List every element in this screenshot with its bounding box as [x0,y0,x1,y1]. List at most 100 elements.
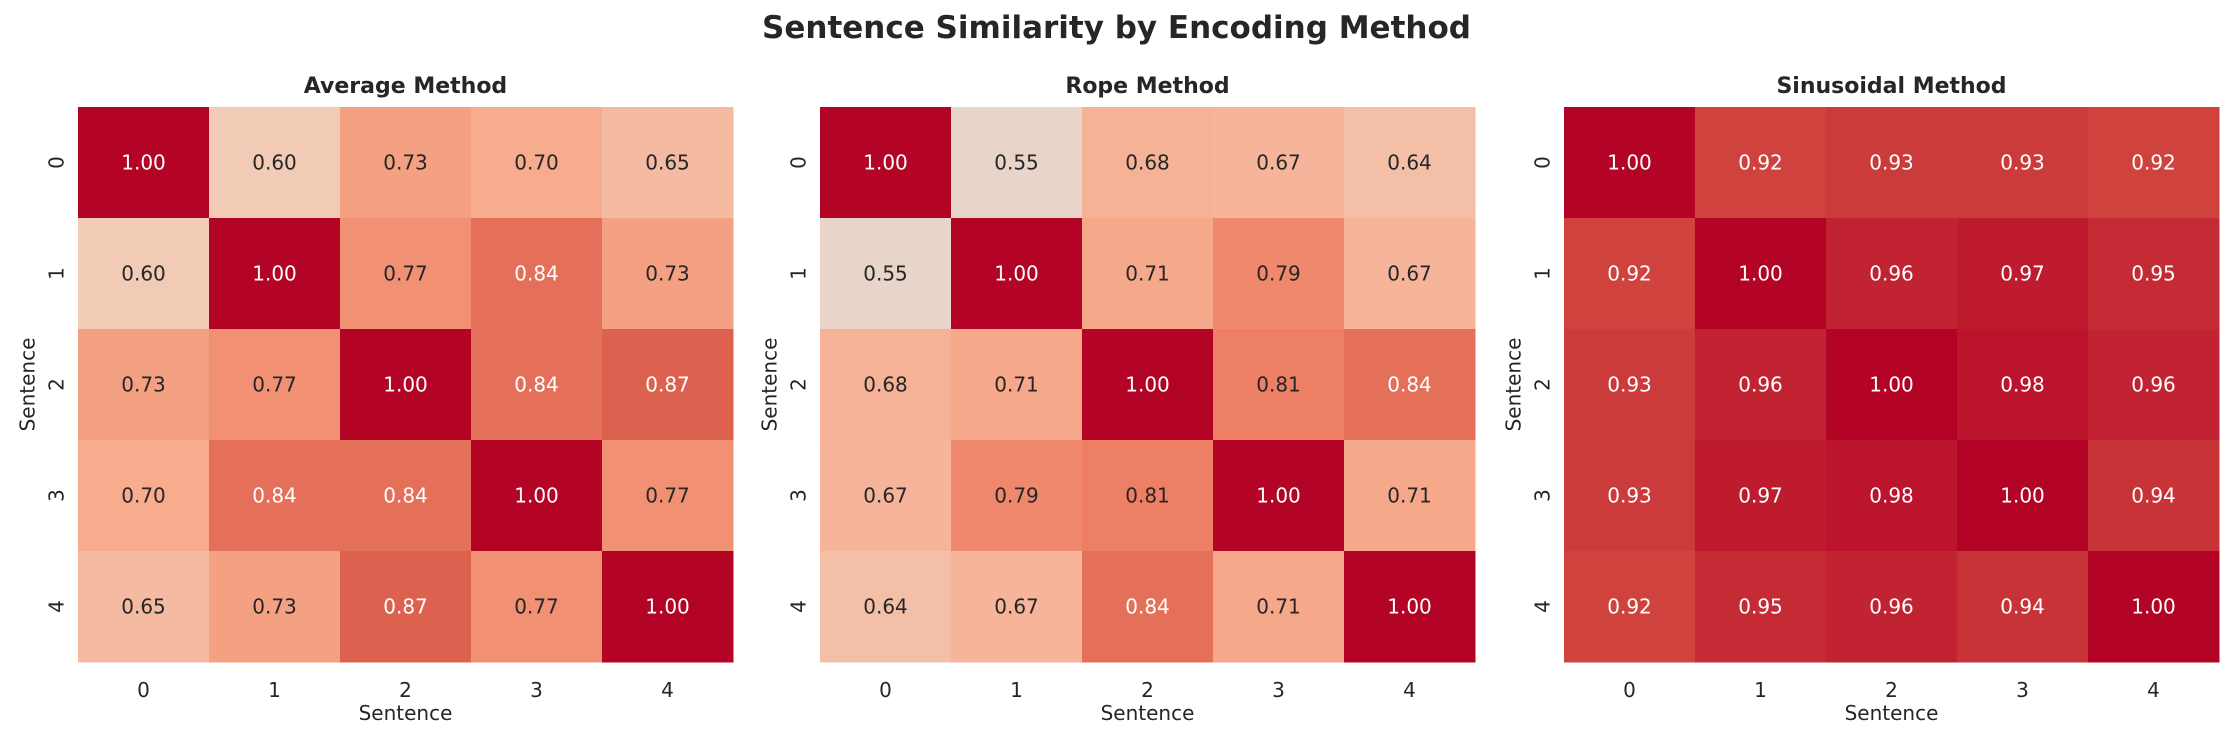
cell-label-3-4: 0.94 [2131,484,2176,508]
cell-label-4-2: 0.84 [1125,595,1170,619]
x-tick-label: 1 [1010,678,1023,702]
x-tick-label: 4 [2147,678,2160,702]
heatmap-cell-4-3 [1957,551,2089,663]
cell-label-3-4: 0.77 [645,484,690,508]
cell-label-3-0: 0.93 [1607,484,1652,508]
x-axis-label: Sentence [1845,701,1939,725]
heatmap-cell-2-4 [1344,329,1476,441]
cell-label-0-0: 1.00 [121,151,166,175]
heatmap-cell-3-0 [1564,440,1696,552]
cell-label-2-2: 1.00 [1125,373,1170,397]
cell-label-0-3: 0.70 [514,151,559,175]
heatmap-panel-0: Average Method 1.00 0.60 0.73 0.70 0.65 0.60 1.… [16,74,734,725]
figure-title: Sentence Similarity by Encoding Method [762,10,1471,46]
heatmap-cell-4-1 [951,551,1083,663]
x-tick-label: 1 [268,678,281,702]
heatmap-cell-4-3 [1213,551,1345,663]
cell-label-0-2: 0.68 [1125,151,1170,175]
y-tick-label: 3 [787,489,811,502]
cell-label-1-1: 1.00 [1738,262,1783,286]
cell-label-2-0: 0.93 [1607,373,1652,397]
cell-label-2-4: 0.87 [645,373,690,397]
cell-label-3-3: 1.00 [1256,484,1301,508]
cell-label-4-0: 0.64 [863,595,908,619]
y-tick-label: 3 [1531,489,1555,502]
cell-label-0-3: 0.93 [2000,151,2045,175]
cell-label-4-3: 0.77 [514,595,559,619]
y-tick-label: 3 [45,489,69,502]
cell-label-2-3: 0.84 [514,373,559,397]
cell-label-1-2: 0.96 [1869,262,1914,286]
cell-label-0-4: 0.64 [1387,151,1432,175]
cell-label-4-1: 0.95 [1738,595,1783,619]
x-tick-label: 1 [1754,678,1767,702]
heatmap-cell-4-2 [340,551,472,663]
cell-label-3-0: 0.67 [863,484,908,508]
y-axis-label: Sentence [1502,338,1526,432]
heatmap-cell-2-3 [471,329,603,441]
cell-label-1-4: 0.95 [2131,262,2176,286]
cell-label-4-2: 0.87 [383,595,428,619]
heatmap-cell-4-4 [2088,551,2220,663]
heatmap-cell-2-2 [1826,329,1958,441]
cell-label-1-4: 0.67 [1387,262,1432,286]
heatmap-panel-2: Sinusoidal Method 1.00 0.92 0.93 0.93 0.92 0.9… [1502,74,2220,725]
heatmap-cell-2-2 [1082,329,1214,441]
heatmap-cell-1-0 [1564,218,1696,330]
cell-label-2-4: 0.84 [1387,373,1432,397]
heatmap-cell-3-0 [78,440,210,552]
y-tick-label: 2 [787,378,811,391]
heatmap-cell-0-4 [602,107,734,219]
cell-label-1-0: 0.60 [121,262,166,286]
cell-label-1-2: 0.71 [1125,262,1170,286]
heatmap-cell-4-1 [209,551,341,663]
heatmap-cell-4-0 [78,551,210,663]
heatmap-cell-3-2 [1082,440,1214,552]
subplot-title: Rope Method [1065,74,1229,99]
cell-label-1-4: 0.73 [645,262,690,286]
cell-label-4-1: 0.67 [994,595,1039,619]
y-tick-label: 0 [45,156,69,169]
cell-label-1-3: 0.97 [2000,262,2045,286]
cell-label-2-2: 1.00 [383,373,428,397]
cell-label-0-2: 0.73 [383,151,428,175]
x-tick-label: 4 [1403,678,1416,702]
heatmap-cell-2-1 [209,329,341,441]
heatmap-cell-1-3 [471,218,603,330]
y-tick-label: 1 [787,267,811,280]
heatmap-cell-1-1 [951,218,1083,330]
heatmap-cell-2-0 [78,329,210,441]
cell-label-1-0: 0.92 [1607,262,1652,286]
heatmap-cell-3-3 [471,440,603,552]
cell-label-1-0: 0.55 [863,262,908,286]
heatmap-cell-1-4 [602,218,734,330]
y-tick-label: 1 [1531,267,1555,280]
subplot-title: Sinusoidal Method [1776,74,2006,99]
cell-label-4-0: 0.92 [1607,595,1652,619]
y-tick-label: 0 [1531,156,1555,169]
heatmap-cell-2-1 [951,329,1083,441]
heatmap-cell-3-1 [951,440,1083,552]
cell-label-3-1: 0.97 [1738,484,1783,508]
heatmap-cell-2-3 [1957,329,2089,441]
heatmap-cell-1-4 [1344,218,1476,330]
cell-label-1-2: 0.77 [383,262,428,286]
heatmap-cell-4-0 [820,551,952,663]
cell-label-4-3: 0.94 [2000,595,2045,619]
cell-label-4-3: 0.71 [1256,595,1301,619]
x-tick-label: 0 [137,678,150,702]
heatmap-cell-4-1 [1695,551,1827,663]
cell-label-0-3: 0.67 [1256,151,1301,175]
cell-label-2-1: 0.96 [1738,373,1783,397]
heatmap-cell-3-2 [1826,440,1958,552]
y-tick-label: 4 [787,600,811,613]
x-tick-label: 3 [530,678,543,702]
cell-label-3-1: 0.79 [994,484,1039,508]
heatmap-cell-1-4 [2088,218,2220,330]
heatmap-cell-2-3 [1213,329,1345,441]
heatmap-cell-1-2 [1082,218,1214,330]
heatmap-cell-3-0 [820,440,952,552]
y-tick-label: 4 [45,600,69,613]
y-tick-label: 0 [787,156,811,169]
